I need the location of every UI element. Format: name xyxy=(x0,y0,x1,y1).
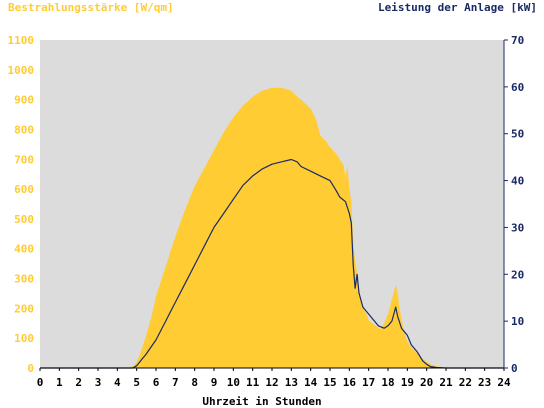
x-tick-label: 10 xyxy=(227,376,240,389)
x-tick-label: 14 xyxy=(304,376,318,389)
x-tick-label: 7 xyxy=(172,376,179,389)
x-tick-label: 15 xyxy=(323,376,336,389)
left-axis-title: Bestrahlungsstärke [W/qm] xyxy=(8,1,174,14)
y-left-tick-label: 400 xyxy=(14,243,34,256)
x-tick-label: 11 xyxy=(246,376,260,389)
y-right-tick-label: 10 xyxy=(511,315,524,328)
y-right-tick-label: 60 xyxy=(511,81,524,94)
y-right-tick-label: 0 xyxy=(511,362,518,375)
irradiance-area xyxy=(40,87,504,368)
x-tick-label: 16 xyxy=(343,376,357,389)
x-tick-label: 19 xyxy=(401,376,414,389)
y-right-tick-label: 50 xyxy=(511,128,524,141)
x-tick-label: 1 xyxy=(56,376,63,389)
right-axis-title: Leistung der Anlage [kW] xyxy=(378,1,537,14)
x-tick-label: 18 xyxy=(381,376,394,389)
x-tick-label: 24 xyxy=(497,376,511,389)
x-tick-label: 5 xyxy=(133,376,140,389)
axes-layer: 0 1 2 3 4 5 6 7 8 9 10 11 12 13 14 15 16 17 18 19 20 21 22 23 24… xyxy=(8,34,525,389)
y-right-tick-label: 20 xyxy=(511,268,524,281)
x-tick-label: 13 xyxy=(285,376,298,389)
x-tick-label: 20 xyxy=(420,376,433,389)
x-tick-label: 6 xyxy=(153,376,160,389)
y-left-tick-label: 500 xyxy=(14,213,34,226)
x-tick-label: 23 xyxy=(478,376,491,389)
x-tick-label: 17 xyxy=(362,376,375,389)
x-tick-label: 9 xyxy=(211,376,218,389)
y-left-tick-label: 1000 xyxy=(8,64,35,77)
power-line-layer xyxy=(40,158,504,369)
x-tick-label: 3 xyxy=(95,376,102,389)
x-tick-label: 0 xyxy=(37,376,44,389)
y-right-tick-label: 70 xyxy=(511,34,524,47)
y-left-tick-label: 100 xyxy=(14,332,34,345)
y-left-tick-label: 700 xyxy=(14,153,34,166)
x-tick-label: 21 xyxy=(439,376,453,389)
y-left-tick-label: 200 xyxy=(14,302,34,315)
y-left-tick-label: 1100 xyxy=(8,34,35,47)
x-axis-title: Uhrzeit in Stunden xyxy=(202,395,321,408)
y-left-tick-label: 900 xyxy=(14,94,34,107)
y-left-tick-label: 0 xyxy=(27,362,34,375)
irradiance-area-layer xyxy=(40,87,504,368)
x-tick-label: 22 xyxy=(459,376,472,389)
x-tick-label: 12 xyxy=(265,376,278,389)
x-tick-label: 4 xyxy=(114,376,121,389)
y-right-tick-label: 40 xyxy=(511,175,524,188)
y-left-tick-label: 300 xyxy=(14,273,34,286)
x-tick-label: 2 xyxy=(75,376,82,389)
x-tick-label: 8 xyxy=(191,376,198,389)
y-left-tick-label: 800 xyxy=(14,123,34,136)
y-right-tick-label: 30 xyxy=(511,221,524,234)
y-left-tick-label: 600 xyxy=(14,183,34,196)
power-line xyxy=(40,158,504,369)
